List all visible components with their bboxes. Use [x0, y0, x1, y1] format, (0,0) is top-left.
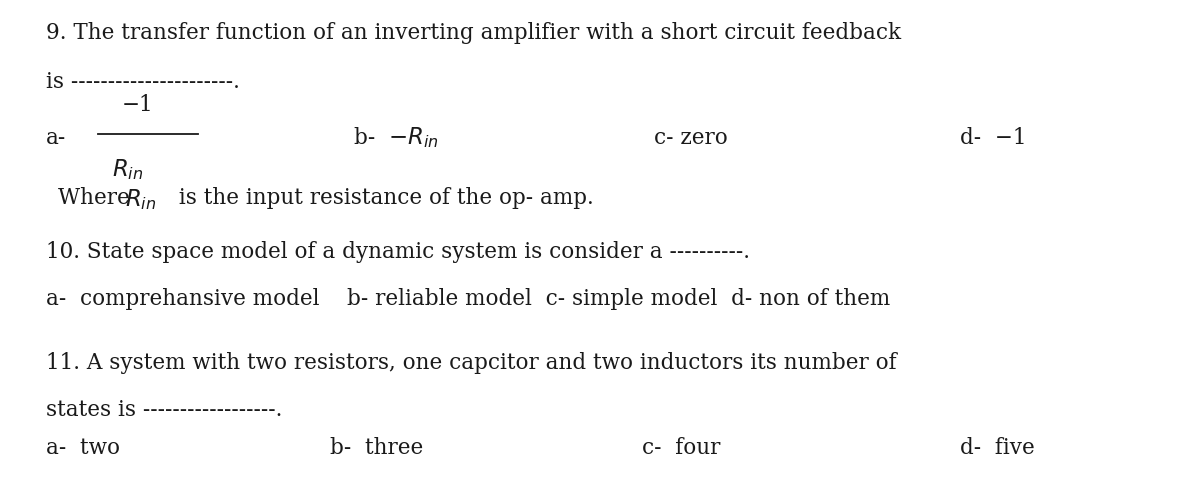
Text: $R_{in}$: $R_{in}$	[112, 157, 143, 183]
Text: a-: a-	[46, 127, 66, 149]
Text: $-R_{in}$: $-R_{in}$	[388, 125, 438, 150]
Text: b-  three: b- three	[330, 437, 424, 459]
Text: b-: b-	[354, 127, 382, 149]
Text: Where: Where	[58, 187, 137, 209]
Text: 9. The transfer function of an inverting amplifier with a short circuit feedback: 9. The transfer function of an inverting…	[46, 22, 901, 44]
Text: d-  −1: d- −1	[960, 127, 1026, 149]
Text: a-  comprehansive model    b- reliable model  c- simple model  d- non of them: a- comprehansive model b- reliable model…	[46, 288, 890, 310]
Text: 10. State space model of a dynamic system is consider a ----------.: 10. State space model of a dynamic syste…	[46, 241, 750, 263]
Text: 11. A system with two resistors, one capcitor and two inductors its number of: 11. A system with two resistors, one cap…	[46, 352, 896, 374]
Text: −1: −1	[122, 93, 154, 116]
Text: d-  five: d- five	[960, 437, 1034, 459]
Text: is ----------------------.: is ----------------------.	[46, 71, 240, 93]
Text: $R_{in}$: $R_{in}$	[125, 187, 156, 212]
Text: c- zero: c- zero	[654, 127, 727, 149]
Text: is the input resistance of the op- amp.: is the input resistance of the op- amp.	[172, 187, 593, 209]
Text: a-  two: a- two	[46, 437, 120, 459]
Text: states is ------------------.: states is ------------------.	[46, 399, 282, 421]
Text: c-  four: c- four	[642, 437, 720, 459]
